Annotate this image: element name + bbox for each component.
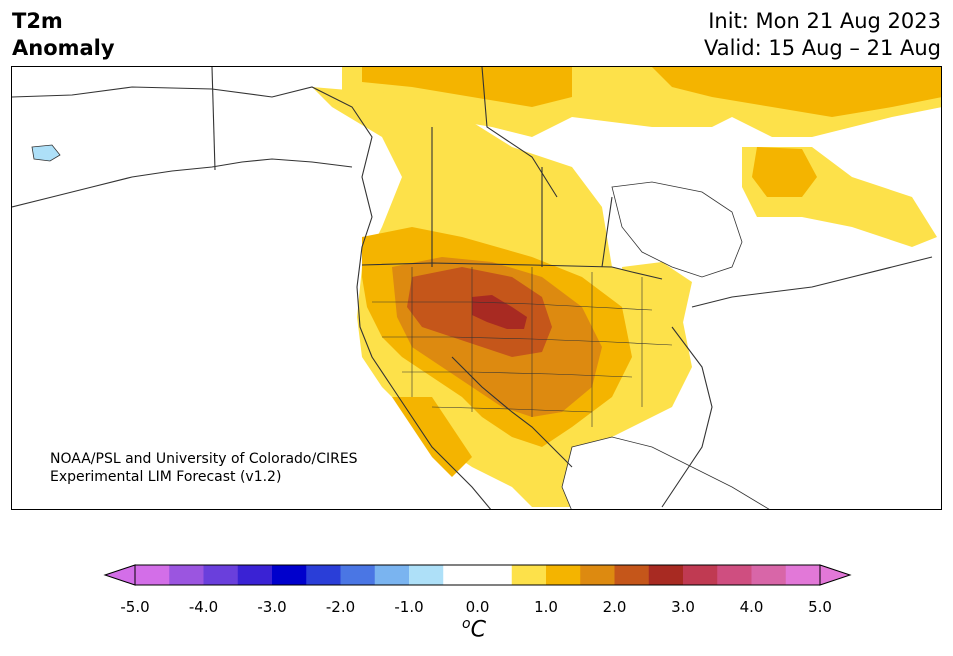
colorbar-cells <box>135 565 821 585</box>
unit-degree: o <box>462 616 471 632</box>
water-bodies <box>31 144 770 509</box>
colorbar-cell <box>237 565 273 585</box>
colorbar-tick-labels: -5.0 -4.0 -3.0 -2.0 -1.0 0.0 1.0 2.0 3.0 4.0 5.0 <box>0 598 953 618</box>
tick-label: -4.0 <box>188 598 219 616</box>
colorbar-cell <box>306 565 341 585</box>
colorbar-unit: oC <box>462 616 486 642</box>
colorbar-cell <box>648 565 684 585</box>
colorbar-cell <box>272 565 307 585</box>
anomaly-map <box>12 67 941 509</box>
colorbar-over-arrow <box>819 564 852 586</box>
credit-line-1: NOAA/PSL and University of Colorado/CIRE… <box>50 451 358 467</box>
alaska-south-coast <box>12 158 353 208</box>
shade-arctic-east <box>652 67 941 117</box>
tick-label: -2.0 <box>325 598 356 616</box>
colorbar-outline <box>134 564 821 586</box>
state-line-h4 <box>431 406 593 413</box>
canada-internal-4 <box>601 196 613 268</box>
tick-label: 2.0 <box>602 598 627 616</box>
state-lines <box>372 267 673 427</box>
unit-letter: C <box>470 617 486 643</box>
tick-label: 4.0 <box>739 598 764 616</box>
anomaly-shading <box>312 67 941 507</box>
tick-label: -3.0 <box>257 598 287 616</box>
map-panel: NOAA/PSL and University of Colorado/CIRE… <box>11 66 942 510</box>
colorbar-cell <box>203 565 239 585</box>
colorbar-cell <box>135 565 170 585</box>
valid-date: Valid: 15 Aug – 21 Aug <box>703 36 941 60</box>
colorbar-under-arrow <box>103 564 136 586</box>
tick-label: 5.0 <box>808 598 832 616</box>
title-line-1: T2m <box>12 9 63 33</box>
colorbar-cell <box>683 565 718 585</box>
colorbar-cell <box>477 565 513 585</box>
shade-greatlakes <box>622 262 692 357</box>
shade-hotspot <box>472 295 527 329</box>
colorbar-cell <box>409 565 444 585</box>
colorbar-cell <box>374 565 410 585</box>
colorbar-cell <box>511 565 547 585</box>
date-info: Init: Mon 21 Aug 2023 Valid: 15 Aug – 21… <box>704 8 941 62</box>
shade-arctic-mid <box>362 67 572 107</box>
gulf-of-mexico <box>561 436 770 509</box>
init-date: Init: Mon 21 Aug 2023 <box>708 9 941 33</box>
tick-label: 1.0 <box>534 598 558 616</box>
colorbar-cell <box>580 565 615 585</box>
tick-label: -1.0 <box>394 598 424 616</box>
boundaries <box>12 67 933 509</box>
pacific-coast <box>12 86 492 509</box>
alaska-lake <box>31 144 61 162</box>
map-title: T2m Anomaly <box>12 8 115 62</box>
colorbar-cell <box>169 565 204 585</box>
east-coast <box>661 326 713 508</box>
us-canada-border <box>361 262 663 280</box>
tick-label: 0.0 <box>465 598 490 616</box>
colorbar-cell <box>614 565 650 585</box>
colorbar <box>103 564 852 586</box>
colorbar-cell <box>340 565 376 585</box>
colorbar-cell <box>717 565 752 585</box>
title-line-2: Anomaly <box>12 36 115 60</box>
hudson-bay <box>611 181 743 278</box>
credit-line-2: Experimental LIM Forecast (v1.2) <box>50 469 282 485</box>
tick-label: -5.0 <box>120 598 150 616</box>
colorbar-cell <box>443 565 478 585</box>
colorbar-cell <box>751 565 787 585</box>
colorbar-cell <box>546 565 581 585</box>
us-mexico-border <box>451 356 573 468</box>
credit-text: NOAA/PSL and University of Colorado/CIRE… <box>50 450 358 486</box>
atlantic-canada <box>691 256 933 308</box>
alaska-border <box>211 67 216 171</box>
tick-label: 3.0 <box>671 598 695 616</box>
shade-hudson-mid <box>752 147 817 197</box>
colorbar-cell <box>785 565 821 585</box>
canada-internal-1 <box>481 67 558 198</box>
